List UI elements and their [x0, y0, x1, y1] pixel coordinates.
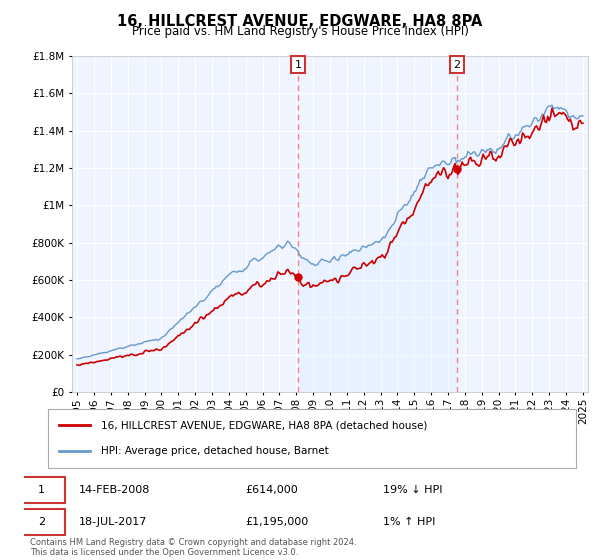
Text: 2: 2 — [454, 60, 461, 70]
Text: 1% ↑ HPI: 1% ↑ HPI — [383, 517, 435, 527]
Text: £614,000: £614,000 — [245, 485, 298, 495]
Text: 1: 1 — [295, 60, 302, 70]
FancyBboxPatch shape — [19, 509, 65, 535]
Text: 2: 2 — [38, 517, 45, 527]
Text: 1: 1 — [38, 485, 45, 495]
Text: HPI: Average price, detached house, Barnet: HPI: Average price, detached house, Barn… — [101, 446, 329, 456]
Text: 16, HILLCREST AVENUE, EDGWARE, HA8 8PA: 16, HILLCREST AVENUE, EDGWARE, HA8 8PA — [118, 14, 482, 29]
Text: 18-JUL-2017: 18-JUL-2017 — [79, 517, 148, 527]
Text: Contains HM Land Registry data © Crown copyright and database right 2024.
This d: Contains HM Land Registry data © Crown c… — [30, 538, 356, 557]
FancyBboxPatch shape — [48, 409, 576, 468]
Text: £1,195,000: £1,195,000 — [245, 517, 308, 527]
Text: Price paid vs. HM Land Registry's House Price Index (HPI): Price paid vs. HM Land Registry's House … — [131, 25, 469, 38]
FancyBboxPatch shape — [19, 477, 65, 503]
Text: 14-FEB-2008: 14-FEB-2008 — [79, 485, 151, 495]
Text: 19% ↓ HPI: 19% ↓ HPI — [383, 485, 442, 495]
Text: 16, HILLCREST AVENUE, EDGWARE, HA8 8PA (detached house): 16, HILLCREST AVENUE, EDGWARE, HA8 8PA (… — [101, 420, 427, 430]
